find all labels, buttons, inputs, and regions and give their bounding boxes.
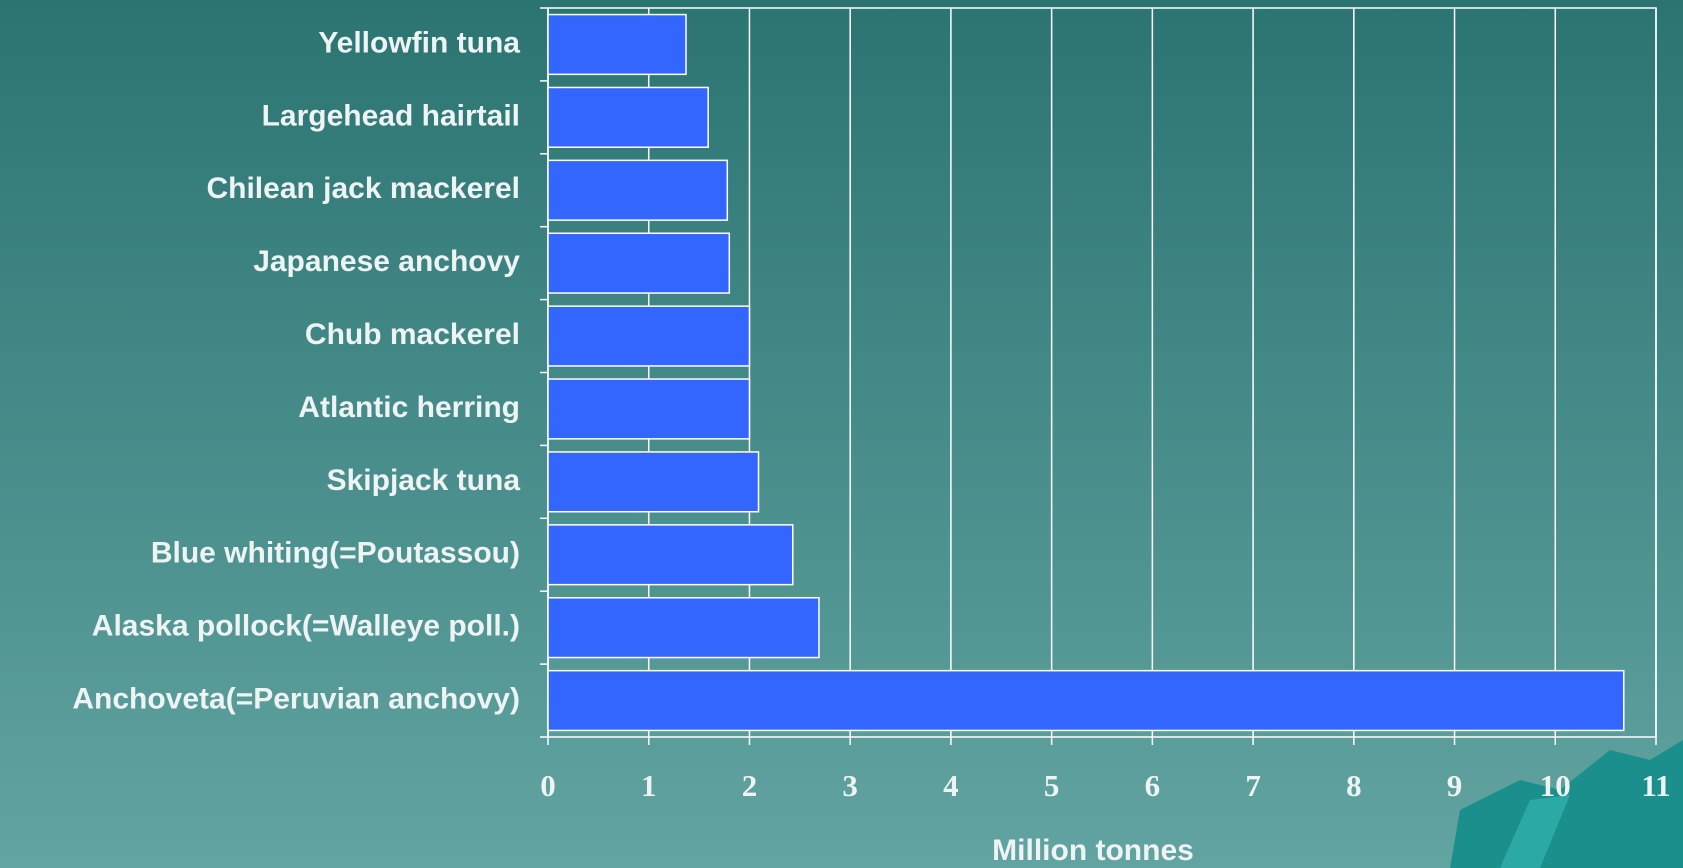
y-tick-label: Chub mackerel — [305, 318, 520, 351]
y-tick-label: Blue whiting(=Poutassou) — [151, 537, 520, 570]
bar — [547, 378, 751, 440]
bar — [547, 451, 760, 513]
x-tick-label: 11 — [1641, 768, 1670, 803]
x-tick-label: 1 — [641, 768, 657, 803]
x-axis-title: Million tonnes — [992, 834, 1194, 867]
y-tick-label: Japanese anchovy — [253, 245, 520, 278]
y-tick-label: Chilean jack mackerel — [206, 172, 520, 205]
bar — [547, 13, 687, 76]
bar — [547, 86, 709, 148]
x-tick-label: 2 — [742, 768, 758, 803]
bar — [547, 597, 820, 659]
x-tick-label: 6 — [1145, 768, 1161, 803]
y-tick-label: Yellowfin tuna — [318, 26, 520, 59]
x-tick-label: 10 — [1540, 768, 1571, 803]
bar — [547, 159, 729, 221]
y-tick-label: Atlantic herring — [298, 391, 520, 424]
y-tick-label: Alaska pollock(=Walleye poll.) — [92, 610, 520, 643]
bar — [547, 305, 751, 367]
decoration — [1500, 795, 1570, 868]
y-tick-label: Largehead hairtail — [262, 99, 520, 132]
x-tick-label: 5 — [1044, 768, 1060, 803]
bar — [547, 524, 794, 586]
x-tick-label: 3 — [842, 768, 858, 803]
x-tick-label: 4 — [943, 768, 959, 803]
bar — [547, 232, 731, 294]
y-tick-label: Anchoveta(=Peruvian anchovy) — [72, 682, 520, 715]
bar — [547, 669, 1625, 732]
x-tick-label: 7 — [1245, 768, 1261, 803]
x-tick-label: 8 — [1346, 768, 1362, 803]
x-tick-label: 0 — [540, 768, 556, 803]
x-tick-label: 9 — [1447, 768, 1463, 803]
y-tick-label: Skipjack tuna — [327, 464, 521, 497]
decoration — [1450, 740, 1683, 868]
